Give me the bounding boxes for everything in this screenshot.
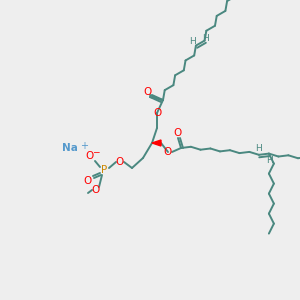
Text: O: O [86,151,94,161]
Text: H: H [266,156,273,165]
Text: O: O [153,108,161,118]
Text: Na: Na [62,143,78,153]
Text: P: P [101,165,107,175]
Polygon shape [152,140,161,146]
Text: H: H [202,34,209,43]
Text: −: − [92,148,100,157]
Text: O: O [174,128,182,138]
Text: O: O [92,185,100,195]
Text: O: O [143,87,151,97]
Text: H: H [189,37,196,46]
Text: O: O [84,176,92,186]
Text: H: H [255,144,262,153]
Text: O: O [116,157,124,167]
Text: O: O [164,147,172,157]
Text: +: + [80,141,88,151]
